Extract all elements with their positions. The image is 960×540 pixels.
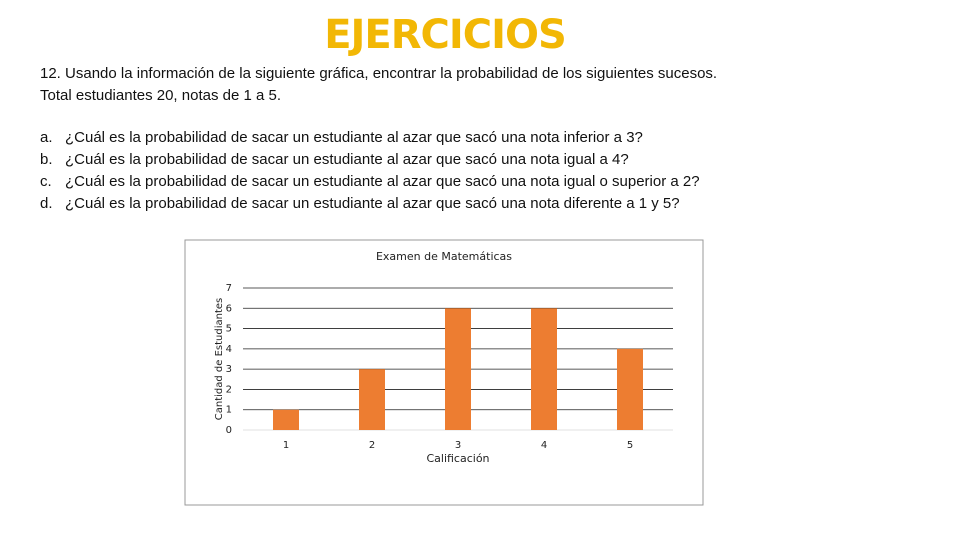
intro-line: 12. Usando la información de la siguient… [40,65,717,82]
bar [445,308,471,430]
y-tick-label: 7 [226,283,232,294]
question-letter: b. [40,151,53,168]
bar [359,369,385,430]
bar [273,409,299,430]
question-text: ¿Cuál es la probabilidad de sacar un est… [65,195,680,212]
question-letter: c. [40,173,52,190]
x-tick-label: 2 [369,440,375,451]
x-tick-label: 3 [455,440,461,451]
question-letter: d. [40,195,53,212]
y-tick-label: 1 [226,405,232,416]
y-axis-label: Cantidad de Estudiantes [214,298,225,421]
y-tick-label: 0 [226,425,232,436]
question-text: ¿Cuál es la probabilidad de sacar un est… [65,151,629,168]
bar [617,348,643,430]
y-tick-label: 2 [226,384,232,395]
chart-frame [184,239,704,506]
chart-title: Examen de Matemáticas [376,250,512,263]
question-text: ¿Cuál es la probabilidad de sacar un est… [65,173,700,190]
question-text: ¿Cuál es la probabilidad de sacar un est… [65,129,643,146]
slide-title: EJERCICIOS [324,12,566,58]
bar [531,308,557,430]
question-letter: a. [40,129,53,146]
x-tick-label: 1 [283,440,289,451]
y-tick-label: 6 [226,303,232,314]
intro-line: Total estudiantes 20, notas de 1 a 5. [40,87,281,104]
x-axis-label: Calificación [426,452,489,465]
x-tick-label: 5 [627,440,633,451]
x-tick-label: 4 [541,440,547,451]
y-tick-label: 5 [226,324,232,335]
y-tick-label: 3 [226,364,232,375]
y-tick-label: 4 [226,344,232,355]
